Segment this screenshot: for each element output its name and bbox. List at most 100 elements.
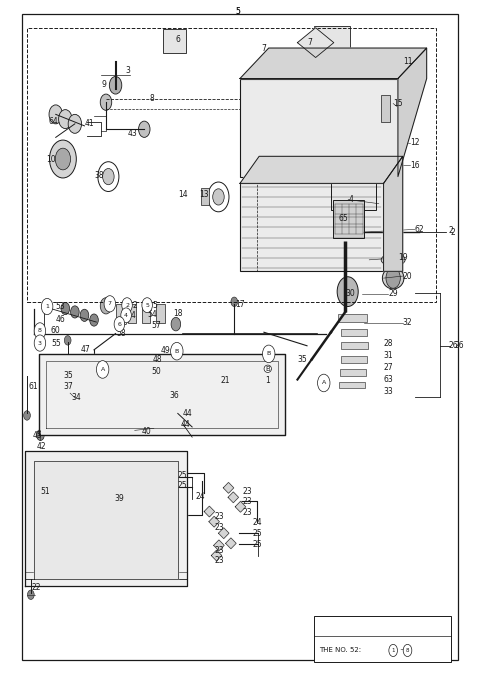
Text: ~: ~: [399, 647, 405, 654]
Bar: [142, 304, 151, 323]
Text: 37: 37: [64, 382, 73, 391]
Text: 33: 33: [384, 387, 393, 396]
Bar: [381, 96, 390, 123]
Text: 49: 49: [161, 346, 171, 355]
Text: 23: 23: [215, 546, 224, 555]
Text: 63: 63: [384, 375, 393, 384]
Circle shape: [27, 590, 34, 599]
Text: 2: 2: [448, 226, 453, 235]
Text: 43: 43: [128, 129, 137, 138]
Bar: [240, 79, 398, 176]
Circle shape: [100, 94, 112, 111]
Text: 25: 25: [252, 540, 262, 549]
Text: 23: 23: [242, 508, 252, 517]
Text: 7: 7: [108, 301, 112, 306]
Text: 47: 47: [81, 345, 91, 355]
Text: 25: 25: [178, 481, 187, 490]
Text: 65: 65: [338, 214, 348, 223]
Circle shape: [36, 430, 44, 441]
Ellipse shape: [383, 267, 404, 289]
Polygon shape: [240, 157, 403, 183]
Text: 2: 2: [125, 302, 129, 308]
Text: 8: 8: [406, 648, 409, 653]
Circle shape: [121, 308, 132, 323]
Text: 59: 59: [104, 299, 113, 308]
Text: 64: 64: [48, 117, 58, 125]
Text: 62: 62: [415, 225, 424, 234]
Text: 54: 54: [148, 310, 157, 319]
Bar: [128, 304, 136, 323]
Text: 61: 61: [28, 382, 38, 391]
Text: 5: 5: [152, 300, 157, 310]
Circle shape: [80, 309, 89, 321]
Text: THE NO. 52:: THE NO. 52:: [319, 647, 363, 654]
Text: 7: 7: [307, 38, 312, 47]
Circle shape: [90, 314, 98, 326]
Text: 3: 3: [38, 340, 42, 346]
Bar: [116, 304, 124, 323]
Text: 19: 19: [398, 254, 408, 262]
Text: 23: 23: [242, 487, 252, 496]
Text: 25: 25: [178, 471, 187, 480]
Text: A: A: [100, 367, 105, 372]
Polygon shape: [384, 157, 403, 271]
Text: 30: 30: [345, 290, 355, 298]
Text: 4: 4: [348, 195, 353, 204]
Text: 27: 27: [384, 363, 393, 372]
Circle shape: [122, 298, 132, 313]
Text: 7: 7: [262, 43, 266, 53]
Text: 28: 28: [384, 338, 393, 348]
Text: 45: 45: [32, 431, 42, 440]
Text: 14: 14: [178, 190, 187, 199]
Text: 32: 32: [403, 318, 412, 327]
Circle shape: [68, 115, 82, 134]
Circle shape: [171, 317, 180, 331]
Polygon shape: [226, 538, 236, 549]
Text: 23: 23: [215, 513, 224, 521]
Bar: [156, 304, 165, 323]
Bar: [341, 342, 368, 349]
Polygon shape: [34, 461, 178, 579]
Text: 13: 13: [199, 190, 209, 199]
Circle shape: [96, 361, 109, 378]
Circle shape: [34, 335, 46, 351]
Text: 23: 23: [215, 557, 224, 565]
Text: 10: 10: [47, 155, 56, 164]
Polygon shape: [204, 506, 215, 517]
Circle shape: [103, 169, 114, 184]
Circle shape: [403, 644, 412, 656]
Circle shape: [55, 148, 71, 170]
Text: 26: 26: [455, 341, 464, 351]
Polygon shape: [223, 483, 234, 494]
Text: 1: 1: [45, 304, 49, 309]
Bar: [338, 382, 365, 388]
Circle shape: [231, 297, 238, 306]
Text: 16: 16: [410, 161, 420, 170]
Ellipse shape: [381, 254, 405, 266]
Polygon shape: [398, 48, 427, 176]
Circle shape: [104, 296, 116, 312]
Polygon shape: [240, 48, 427, 79]
Text: 20: 20: [403, 272, 412, 281]
Text: 44: 44: [183, 409, 193, 418]
Polygon shape: [209, 516, 219, 527]
Circle shape: [49, 140, 76, 178]
Text: 39: 39: [115, 494, 124, 502]
Circle shape: [99, 385, 113, 404]
Circle shape: [256, 378, 280, 412]
Text: NOTE: NOTE: [319, 623, 341, 629]
Text: 58: 58: [117, 329, 126, 338]
Text: A: A: [99, 365, 104, 372]
Text: 22: 22: [32, 583, 41, 592]
Text: 38: 38: [94, 172, 104, 180]
Bar: [201, 188, 209, 205]
Text: 51: 51: [40, 487, 49, 496]
Text: 5: 5: [235, 7, 240, 16]
Text: 50: 50: [152, 367, 161, 376]
Text: 44: 44: [180, 420, 190, 429]
Text: 56: 56: [119, 318, 128, 327]
Circle shape: [263, 345, 275, 363]
Text: 15: 15: [393, 99, 403, 108]
Circle shape: [318, 374, 330, 392]
Polygon shape: [218, 527, 229, 538]
